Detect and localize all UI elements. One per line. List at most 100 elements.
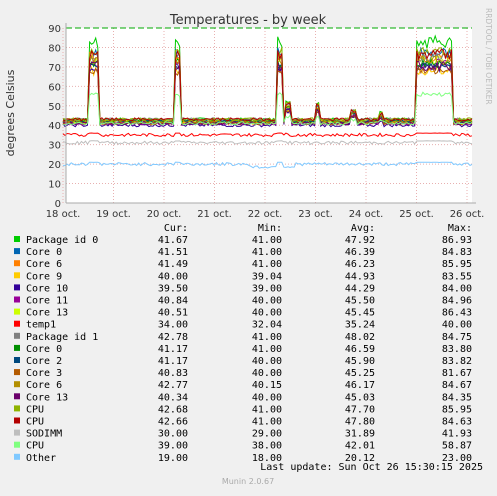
legend-value-min: 41.00	[252, 344, 282, 355]
y-axis-label: degrees Celsius	[4, 69, 17, 156]
legend-value-cur: 42.78	[158, 332, 188, 343]
legend-series-name: CPU	[26, 441, 44, 452]
legend-value-cur: 40.34	[158, 392, 188, 403]
legend-value-max: 84.75	[442, 332, 472, 343]
legend-value-min: 39.04	[252, 271, 282, 282]
legend-series-name: Core 13	[26, 392, 68, 403]
legend-value-min: 40.00	[252, 368, 282, 379]
x-tick-label: 25 oct.	[399, 209, 434, 220]
y-tick-label: 90	[48, 24, 61, 35]
legend-series-name: SODIMM	[26, 429, 62, 440]
legend-swatch	[14, 429, 20, 436]
legend-value-cur: 39.00	[158, 441, 188, 452]
legend-value-avg: 45.50	[345, 296, 375, 307]
legend-swatch	[14, 272, 20, 279]
chart-title: Temperatures - by week	[169, 13, 327, 28]
legend-series-name: Core 2	[26, 356, 62, 367]
legend-value-avg: 46.59	[345, 344, 375, 355]
legend-series-name: CPU	[26, 404, 44, 415]
legend-swatch	[14, 405, 20, 412]
legend-swatch	[14, 248, 20, 255]
legend-series-name: Core 6	[26, 380, 62, 391]
legend-swatch	[14, 381, 20, 388]
legend-value-max: 84.96	[442, 296, 472, 307]
legend-value-min: 29.00	[252, 429, 282, 440]
legend-value-avg: 48.02	[345, 332, 375, 343]
legend-swatch	[14, 453, 20, 460]
legend-value-min: 41.00	[252, 259, 282, 270]
legend: Cur: Min: Avg: Max: Package id 0 41.67 41.00 47…	[14, 223, 472, 464]
legend-swatch	[14, 332, 20, 339]
legend-value-max: 40.00	[442, 320, 472, 331]
legend-value-cur: 41.51	[158, 247, 188, 258]
legend-value-cur: 40.84	[158, 296, 188, 307]
y-tick-label: 20	[48, 160, 61, 171]
plot-area	[66, 28, 472, 203]
y-tick-label: 0	[55, 199, 61, 210]
y-tick-label: 70	[48, 63, 61, 74]
legend-value-cur: 40.83	[158, 368, 188, 379]
legend-series-name: Core 13	[26, 308, 68, 319]
legend-swatch	[14, 369, 20, 376]
series-line	[62, 161, 473, 169]
legend-value-avg: 42.01	[345, 441, 375, 452]
legend-value-max: 81.67	[442, 368, 472, 379]
legend-value-cur: 41.17	[158, 356, 188, 367]
legend-value-max: 23.00	[442, 453, 472, 464]
y-tick-label: 80	[48, 43, 61, 54]
x-tick-label: 24 oct.	[349, 209, 384, 220]
legend-value-avg: 47.70	[345, 404, 375, 415]
x-tick-label: 22 oct.	[248, 209, 283, 220]
legend-value-min: 39.00	[252, 283, 282, 294]
y-tick-label: 60	[48, 82, 61, 93]
legend-value-min: 41.00	[252, 417, 282, 428]
legend-value-cur: 30.00	[158, 429, 188, 440]
legend-header-avg: Avg:	[351, 223, 375, 234]
legend-value-cur: 41.67	[158, 235, 188, 246]
legend-value-avg: 31.89	[345, 429, 375, 440]
legend-value-max: 86.43	[442, 308, 472, 319]
legend-value-min: 40.15	[252, 380, 282, 391]
legend-value-cur: 42.66	[158, 417, 188, 428]
legend-value-min: 40.00	[252, 356, 282, 367]
series-line	[62, 132, 473, 138]
legend-value-max: 84.35	[442, 392, 472, 403]
legend-value-avg: 46.23	[345, 259, 375, 270]
last-update: Last update: Sun Oct 26 15:30:15 2025	[260, 462, 483, 473]
legend-value-min: 41.00	[252, 235, 282, 246]
series-line	[62, 48, 473, 123]
legend-value-max: 84.00	[442, 283, 472, 294]
axes: 0 10 20 30 40 50 60 70 80 90 18 oct. 19 oct. 20 oct.…	[46, 23, 484, 220]
series-line	[62, 140, 473, 146]
legend-value-cur: 34.00	[158, 320, 188, 331]
legend-value-min: 32.04	[252, 320, 282, 331]
legend-value-max: 84.63	[442, 417, 472, 428]
legend-value-max: 85.95	[442, 259, 472, 270]
legend-value-max: 85.95	[442, 404, 472, 415]
legend-series-name: Core 3	[26, 368, 62, 379]
legend-value-min: 40.00	[252, 296, 282, 307]
legend-header-max: Max:	[448, 223, 472, 234]
series-lines	[62, 34, 473, 169]
legend-value-avg: 44.93	[345, 271, 375, 282]
legend-value-cur: 41.49	[158, 259, 188, 270]
legend-header-cur: Cur:	[164, 223, 188, 234]
series-line	[62, 46, 473, 122]
legend-value-min: 38.00	[252, 441, 282, 452]
legend-value-min: 41.00	[252, 247, 282, 258]
legend-swatch	[14, 320, 20, 327]
legend-value-avg: 45.45	[345, 308, 375, 319]
x-tick-label: 20 oct.	[147, 209, 182, 220]
legend-value-min: 40.00	[252, 392, 282, 403]
legend-series-name: Core 0	[26, 344, 62, 355]
legend-swatch	[14, 393, 20, 400]
legend-series-name: Package id 1	[26, 332, 98, 343]
legend-value-cur: 39.50	[158, 283, 188, 294]
legend-value-avg: 46.17	[345, 380, 375, 391]
legend-value-min: 18.00	[252, 453, 282, 464]
legend-series-name: Core 11	[26, 296, 68, 307]
x-tick-label: 18 oct.	[46, 209, 81, 220]
legend-value-cur: 41.17	[158, 344, 188, 355]
